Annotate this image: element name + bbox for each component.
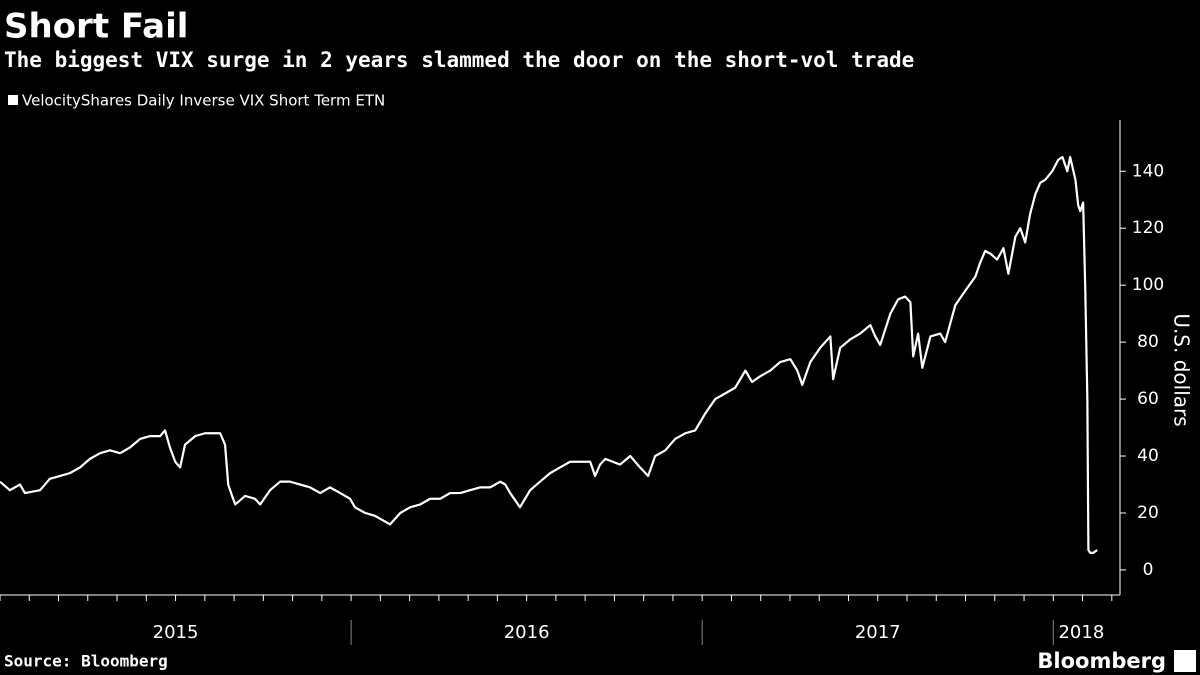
logo: Bloomberg: [1037, 649, 1166, 673]
chart-title: Short Fail: [4, 7, 188, 47]
y-tick-label: 140: [1132, 161, 1164, 181]
legend-swatch: [8, 95, 18, 105]
y-tick-label: 20: [1137, 503, 1159, 523]
x-tick-label: 2018: [1058, 622, 1104, 643]
y-tick-label: 60: [1137, 389, 1159, 409]
y-tick-label: 120: [1132, 218, 1164, 238]
source-note: Source: Bloomberg: [4, 652, 168, 671]
y-tick-label: 100: [1132, 275, 1164, 295]
series-line: [0, 155, 1098, 554]
y-tick-label: 40: [1137, 446, 1159, 466]
logo-icon: [1174, 650, 1196, 672]
y-tick-label: 80: [1137, 332, 1159, 352]
legend-label: VelocityShares Daily Inverse VIX Short T…: [22, 92, 385, 110]
chart-subtitle: The biggest VIX surge in 2 years slammed…: [4, 48, 914, 72]
y-tick-label: 0: [1143, 560, 1154, 580]
x-tick-label: 2017: [855, 622, 901, 643]
x-tick-label: 2015: [153, 622, 199, 643]
y-axis-label: U.S. dollars: [1170, 313, 1194, 426]
x-tick-label: 2016: [504, 622, 550, 643]
